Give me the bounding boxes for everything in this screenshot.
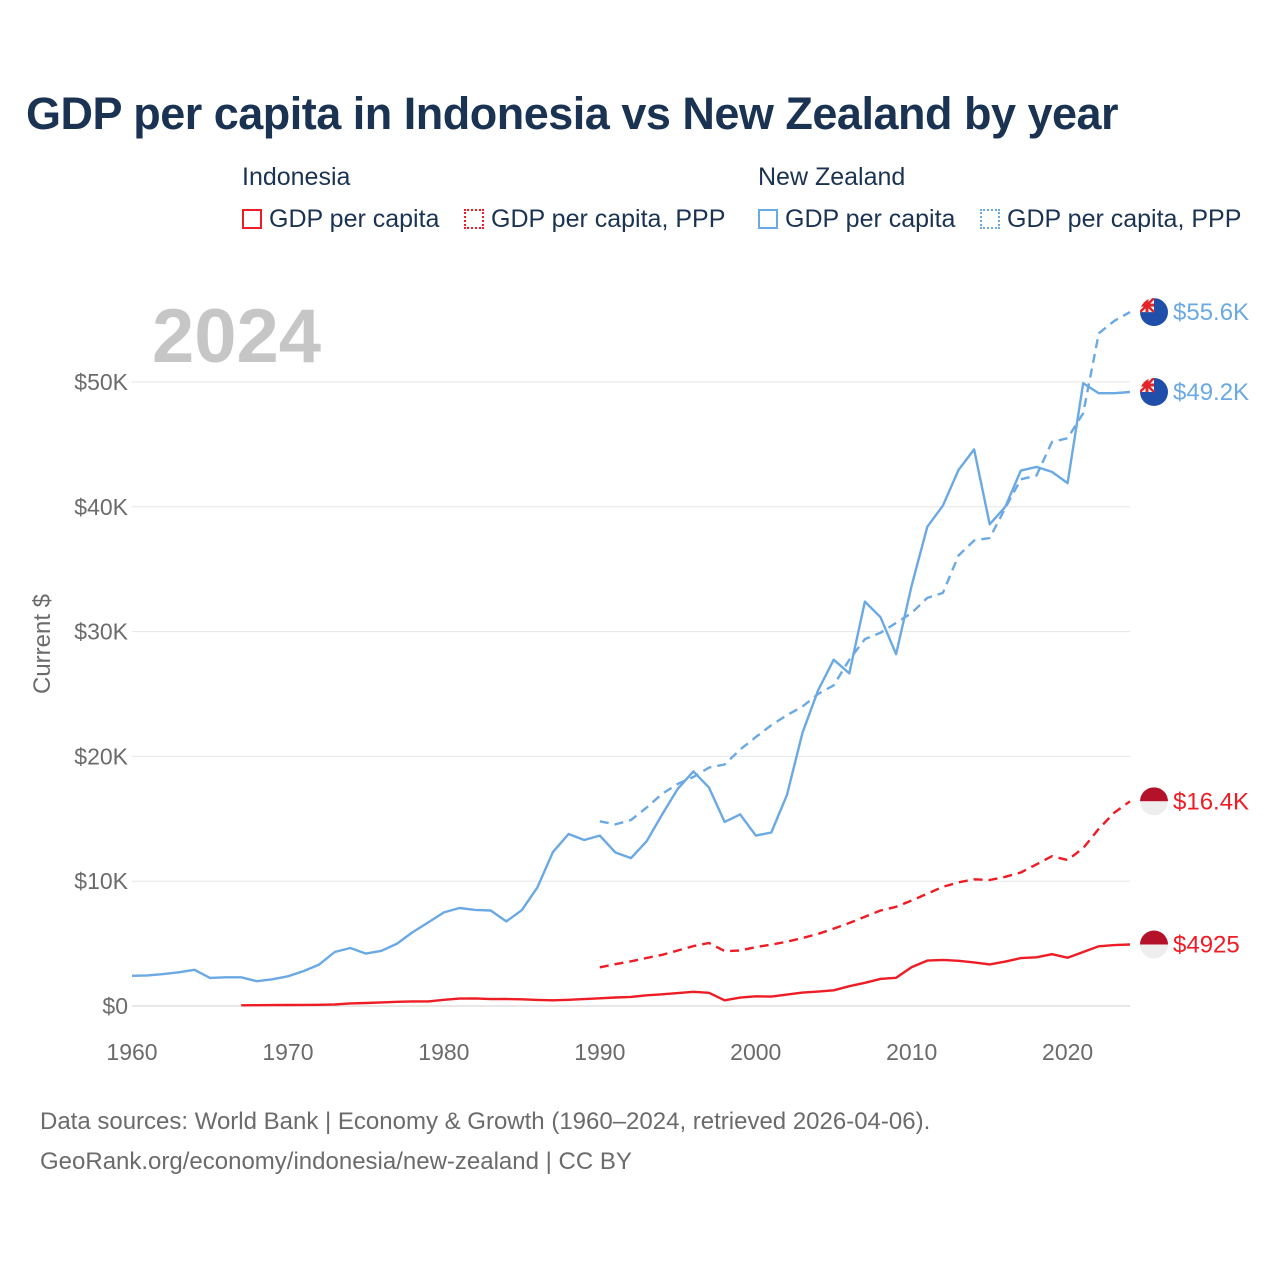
end-value-label: $49.2K — [1173, 379, 1249, 406]
legend-label: GDP per capita — [785, 204, 956, 233]
legend-item-indonesia-gdp[interactable]: GDP per capita — [242, 203, 439, 235]
legend-swatch-dotted-red — [464, 209, 484, 229]
end-value-label: $55.6K — [1173, 299, 1249, 326]
x-tick-label: 1990 — [574, 1039, 625, 1065]
x-tick-label: 2000 — [730, 1039, 781, 1065]
year-watermark: 2024 — [152, 294, 321, 379]
legend-group-new-zealand: New Zealand — [758, 163, 906, 191]
y-tick-label: $0 — [102, 993, 128, 1019]
x-tick-label: 1980 — [418, 1039, 469, 1065]
y-tick-label: $40K — [74, 494, 128, 520]
legend-swatch-solid-blue — [758, 209, 778, 229]
x-tick-label: 2020 — [1042, 1039, 1093, 1065]
end-markers: $49.2K $55.6K $16.4K $4925 — [1140, 298, 1249, 959]
indonesia-flag-icon — [1140, 787, 1168, 816]
series-line-new-zealand-gdp-per-capita — [131, 382, 1131, 983]
chart-title: GDP per capita in Indonesia vs New Zeala… — [26, 88, 1119, 139]
x-tick-label: 1970 — [262, 1039, 313, 1065]
series-line-indonesia-gdp-per-capita-ppp — [599, 800, 1131, 969]
legend-label: GDP per capita, PPP — [491, 204, 726, 233]
new-zealand-flag-icon — [1140, 298, 1168, 327]
y-axis-label: Current $ — [29, 594, 56, 694]
legend-swatch-dotted-blue — [980, 209, 1000, 229]
y-tick-label: $50K — [74, 369, 128, 395]
gridlines — [132, 381, 1130, 1007]
indonesia-flag-icon — [1140, 930, 1168, 959]
series-line-indonesia-gdp-per-capita — [241, 943, 1131, 1007]
legend-label: GDP per capita, PPP — [1007, 204, 1242, 233]
end-value-label: $16.4K — [1173, 788, 1249, 815]
data-sources-text: Data sources: World Bank | Economy & Gro… — [40, 1108, 931, 1135]
legend-item-new-zealand-gdp-ppp[interactable]: GDP per capita, PPP — [980, 203, 1241, 235]
legend-item-new-zealand-gdp[interactable]: GDP per capita — [758, 203, 955, 235]
new-zealand-flag-icon — [1140, 377, 1168, 406]
y-tick-label: $10K — [74, 868, 128, 894]
legend-swatch-solid-red — [242, 209, 262, 229]
series-lines — [131, 311, 1131, 1007]
legend-group-indonesia: Indonesia — [242, 163, 351, 191]
x-tick-label: 1960 — [106, 1039, 157, 1065]
y-tick-label: $20K — [74, 743, 128, 769]
y-tick-label: $30K — [74, 619, 128, 645]
source-link[interactable]: GeoRank.org/economy/indonesia/new-zealan… — [40, 1148, 632, 1175]
legend-label: GDP per capita — [269, 204, 440, 233]
legend-item-indonesia-gdp-ppp[interactable]: GDP per capita, PPP — [464, 203, 725, 235]
x-tick-label: 2010 — [886, 1039, 937, 1065]
axes: $0 $10K $20K $30K $40K $50K 1960 1970 1980 1990 20… — [74, 369, 1093, 1065]
end-value-label: $4925 — [1173, 932, 1240, 959]
series-line-new-zealand-gdp-per-capita-ppp — [599, 311, 1131, 826]
